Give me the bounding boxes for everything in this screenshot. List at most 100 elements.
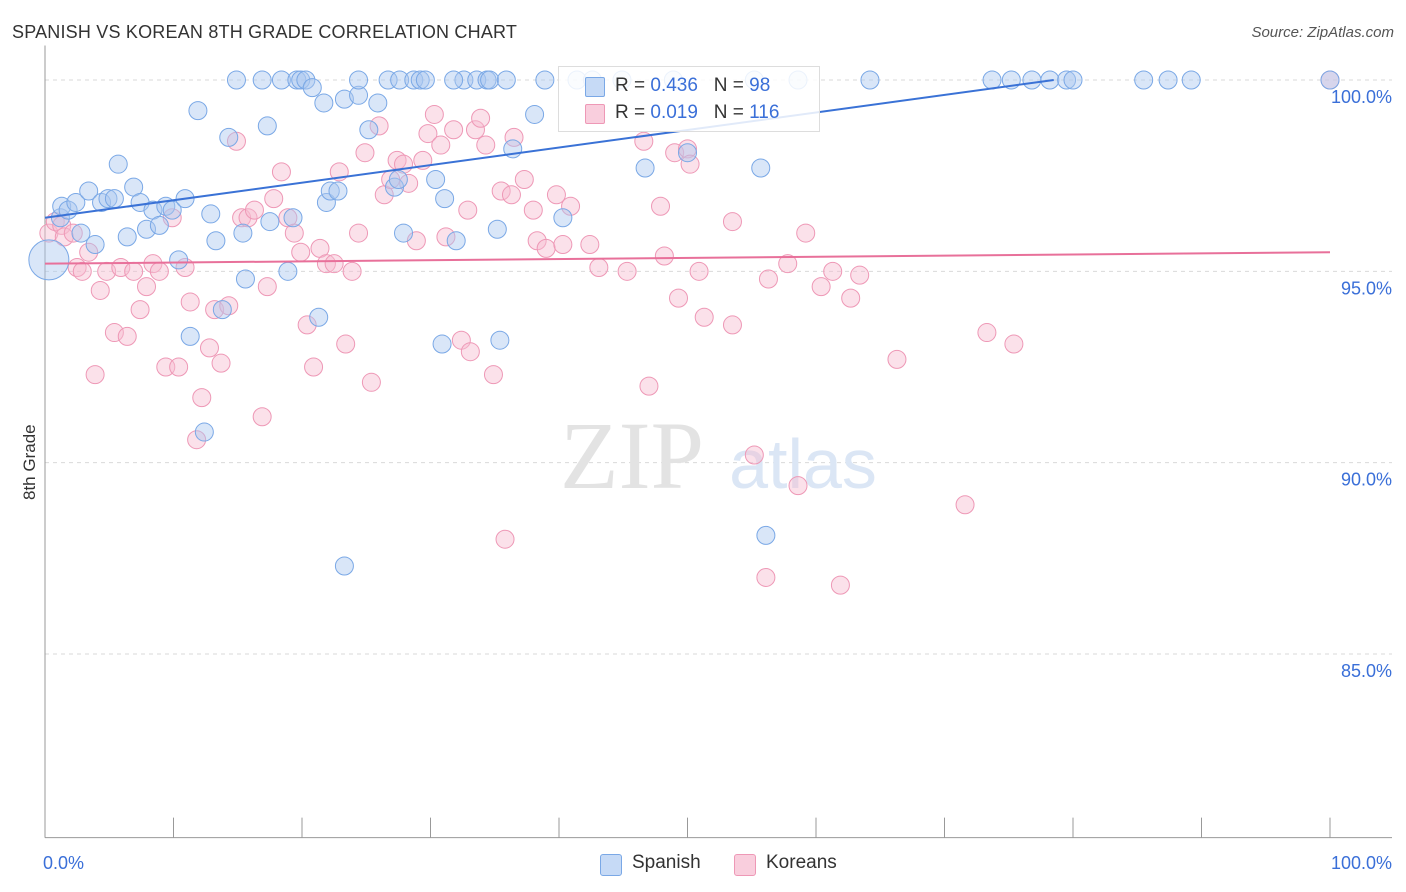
korean-point-35 [257, 277, 277, 297]
watermark: ZIP atlas [560, 402, 877, 509]
korean-trend-line [44, 251, 1331, 265]
y-tick-label-3: 85.0% [1341, 661, 1392, 681]
spanish-point-70 [487, 219, 507, 239]
spanish-point-0 [28, 239, 70, 281]
korean-n-value: 116 [749, 102, 780, 123]
spanish-point-97 [1320, 70, 1340, 90]
source-label: Source: ZipAtlas.com [1251, 24, 1394, 41]
korean-point-89 [654, 246, 674, 266]
spanish-point-31 [235, 269, 255, 289]
axes [44, 45, 1392, 839]
spanish-point-47 [334, 89, 354, 109]
spanish-point-96 [1181, 70, 1201, 90]
x-tick-label-0: 0.0% [43, 853, 84, 873]
spanish-point-41 [302, 78, 322, 98]
spanish-point-42 [309, 307, 329, 327]
korean-point-45 [324, 254, 344, 274]
korean-point-26 [199, 338, 219, 358]
spanish-point-36 [278, 261, 298, 281]
y-tick-label-2: 90.0% [1341, 470, 1392, 490]
korean-point-37 [271, 162, 291, 182]
korean-point-64 [444, 120, 464, 140]
spanish-point-37 [283, 208, 303, 228]
spanish-point-56 [390, 70, 410, 90]
korean-swatch [585, 104, 605, 124]
korean-point-27 [205, 300, 225, 320]
spanish-point-44 [316, 192, 336, 212]
spanish-point-90 [1022, 70, 1042, 90]
korean-point-79 [536, 238, 556, 258]
spanish-point-15 [137, 219, 157, 239]
grid-lines [45, 79, 1392, 655]
spanish-point-25 [201, 204, 221, 224]
korean-point-7 [79, 242, 99, 262]
trend-lines [44, 79, 1331, 265]
chart-title: SPANISH VS KOREAN 8TH GRADE CORRELATION … [12, 22, 518, 42]
korean-point-70 [476, 135, 496, 155]
korean-point-32 [238, 208, 258, 228]
spanish-point-53 [378, 70, 398, 90]
korean-point-108 [850, 265, 870, 285]
korean-point-36 [264, 189, 284, 209]
spanish-point-45 [320, 181, 340, 201]
korean-point-34 [252, 407, 272, 427]
korean-point-14 [124, 261, 144, 281]
korean-point-41 [297, 315, 317, 335]
spanish-point-50 [349, 70, 369, 90]
spanish-point-52 [368, 93, 388, 113]
korean-point-99 [756, 567, 776, 587]
spanish-point-72 [496, 70, 516, 90]
watermark-zip: ZIP [560, 402, 704, 509]
spanish-point-58 [404, 70, 424, 90]
spanish-point-85 [756, 525, 776, 545]
spanish-point-30 [233, 223, 253, 243]
korean-point-48 [342, 261, 362, 281]
spanish-n-value: 98 [749, 75, 771, 96]
spanish-point-63 [435, 189, 455, 209]
korean-point-21 [169, 357, 189, 377]
x-tick-label-1: 100.0% [1331, 853, 1392, 873]
korean-point-97 [722, 315, 742, 335]
korean-point-110 [955, 495, 975, 515]
spanish-point-55 [388, 169, 408, 189]
korean-point-69 [471, 108, 491, 128]
korean-point-39 [284, 223, 304, 243]
spanish-point-57 [394, 223, 414, 243]
korean-point-33 [244, 200, 264, 220]
korean-point-112 [1004, 334, 1024, 354]
spanish-point-23 [188, 101, 208, 121]
korean-point-101 [778, 254, 798, 274]
korean-stats: R = 0.019 N = 116 [615, 102, 779, 124]
spanish-trend-line [44, 79, 1054, 219]
korean-point-16 [137, 277, 157, 297]
spanish-point-9 [98, 189, 118, 209]
korean-point-62 [431, 135, 451, 155]
korean-point-77 [523, 200, 543, 220]
korean-point-50 [355, 143, 375, 163]
korean-point-103 [796, 223, 816, 243]
korean-r-label: R = [615, 102, 651, 123]
spanish-point-49 [349, 85, 369, 105]
spanish-legend-swatch [600, 854, 622, 876]
korean-point-87 [639, 376, 659, 396]
korean-n-label: N = [713, 102, 750, 123]
spanish-n-label: N = [713, 75, 750, 96]
korean-point-91 [669, 288, 689, 308]
spanish-point-51 [359, 120, 379, 140]
korean-point-109 [887, 349, 907, 369]
spanish-point-12 [117, 227, 137, 247]
spanish-point-69 [480, 70, 500, 90]
spanish-point-33 [257, 116, 277, 136]
spanish-point-75 [535, 70, 555, 90]
korean-point-94 [689, 261, 709, 281]
spanish-point-24 [194, 422, 214, 442]
korean-point-72 [491, 181, 511, 201]
korean-point-51 [361, 372, 381, 392]
spanish-point-66 [444, 70, 464, 90]
spanish-point-95 [1158, 70, 1178, 90]
spanish-point-10 [104, 189, 124, 209]
korean-point-73 [495, 529, 515, 549]
spanish-point-28 [219, 127, 239, 147]
spanish-legend-label: Spanish [632, 852, 701, 873]
